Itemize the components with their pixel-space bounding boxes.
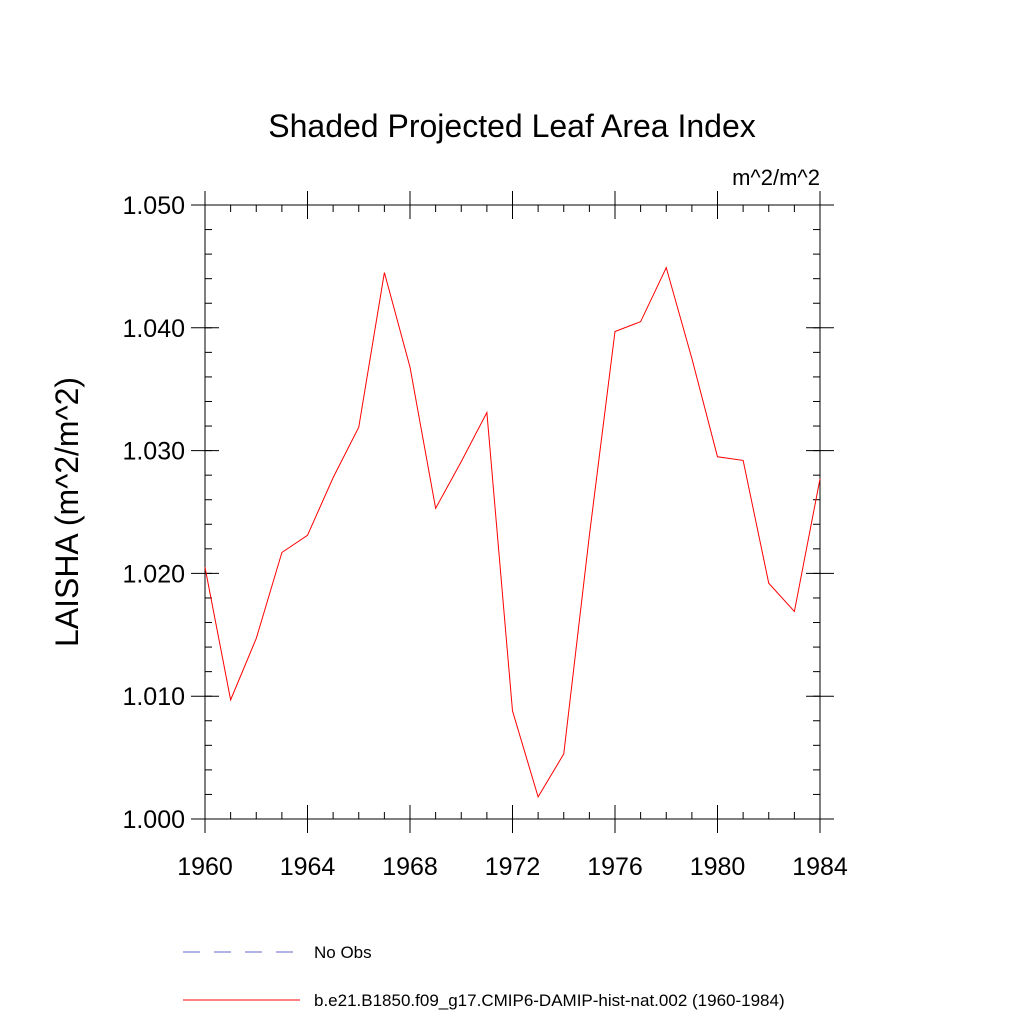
- legend-label: b.e21.B1850.f09_g17.CMIP6-DAMIP-hist-nat…: [314, 991, 785, 1010]
- y-tick-label: 1.050: [122, 192, 185, 220]
- x-tick-label: 1980: [690, 853, 746, 881]
- x-tick-label: 1976: [587, 853, 643, 881]
- units-label: m^2/m^2: [732, 165, 820, 190]
- y-axis-label: LAISHA (m^2/m^2): [49, 377, 85, 647]
- y-tick-label: 1.040: [122, 315, 185, 343]
- series-line: [204, 266, 821, 799]
- x-tick-label: 1984: [792, 853, 848, 881]
- legend-label: No Obs: [314, 943, 372, 962]
- x-axis: 1960 1964 1968 1972 1976 1980 1984: [177, 191, 848, 881]
- y-tick-label: 1.030: [122, 438, 185, 466]
- y-tick-label: 1.000: [122, 806, 185, 834]
- y-tick-label: 1.010: [122, 683, 185, 711]
- x-tick-label: 1964: [280, 853, 336, 881]
- series-layer: [204, 266, 821, 799]
- legend: No Obs b.e21.B1850.f09_g17.CMIP6-DAMIP-hi…: [183, 943, 785, 1010]
- y-axis: 1.000 1.010 1.020 1.030 1.040 1.050: [122, 192, 834, 834]
- chart-title: Shaded Projected Leaf Area Index: [268, 108, 755, 144]
- y-tick-label: 1.020: [122, 560, 185, 588]
- minor-ticks: [204, 204, 821, 820]
- plot-frame: [204, 204, 821, 820]
- x-tick-label: 1972: [485, 853, 541, 881]
- x-tick-label: 1960: [177, 853, 233, 881]
- x-tick-label: 1968: [382, 853, 438, 881]
